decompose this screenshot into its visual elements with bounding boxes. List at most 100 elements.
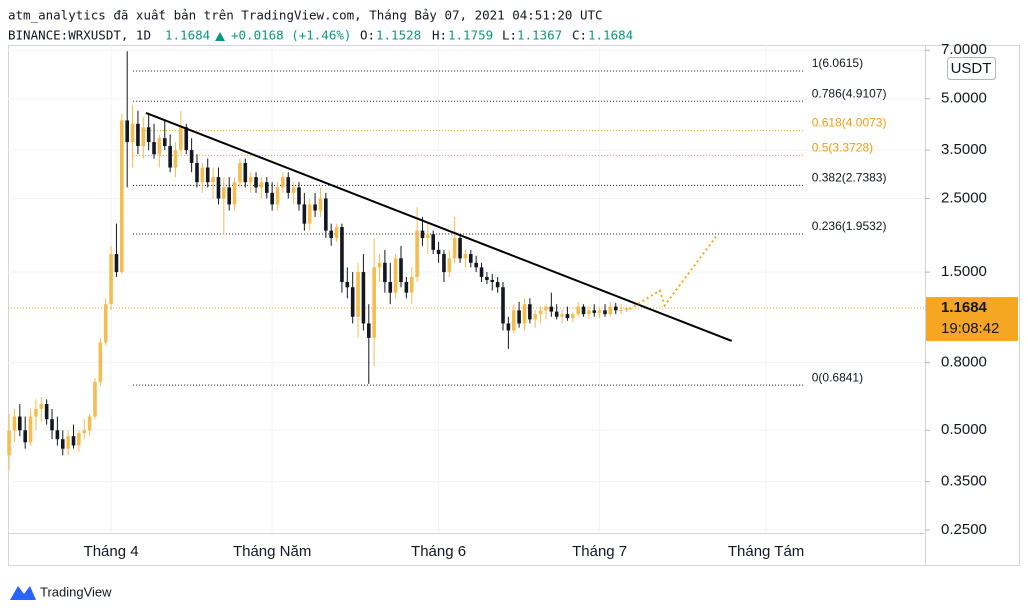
candle-body xyxy=(318,198,323,211)
currency-box xyxy=(947,57,996,80)
candle-body xyxy=(597,310,602,313)
candle-body xyxy=(12,416,17,431)
publisher-line: atm_analytics đã xuất bản trên TradingVi… xyxy=(8,8,603,23)
candle-body xyxy=(345,282,350,288)
close-value: 1.1684 xyxy=(588,28,633,43)
candle-body xyxy=(511,310,516,331)
candle-body xyxy=(146,127,151,143)
candle-body xyxy=(329,230,334,239)
candle-body xyxy=(399,258,403,283)
candle-body xyxy=(324,198,328,231)
change: +0.0168 (+1.46%) xyxy=(231,28,351,43)
candle-body xyxy=(162,138,167,147)
x-tick-label: Tháng Tám xyxy=(728,543,804,560)
candle-body xyxy=(23,430,27,443)
candle-body xyxy=(452,238,457,259)
price-badge xyxy=(926,297,1018,342)
candle-body xyxy=(415,230,419,277)
candle-body xyxy=(565,314,570,319)
currency: USDT xyxy=(951,60,992,77)
y-tick-label: 0.3500 xyxy=(941,473,987,490)
candle-body xyxy=(361,272,366,324)
candle-body xyxy=(130,123,135,143)
candle-body xyxy=(506,323,511,331)
candle-body xyxy=(436,249,441,255)
fib-label: 0.5(3.3728) xyxy=(812,141,873,155)
fib-label: 1(6.0615) xyxy=(812,56,863,70)
candle-body xyxy=(136,123,140,147)
candle-body xyxy=(409,276,414,293)
low-label: L: xyxy=(502,28,517,43)
candle-body xyxy=(603,310,607,315)
plot: 7.0000 5.0000 3.5000 2.5000 1.5000 0.8000 0.50… xyxy=(7,41,1018,560)
candle-body xyxy=(307,204,312,224)
candle-body xyxy=(222,187,226,199)
candle-body xyxy=(377,262,382,268)
open-value: 1.1528 xyxy=(376,28,421,43)
candle-body xyxy=(313,204,317,211)
candle-body xyxy=(125,120,129,143)
y-tick-label: 1.5000 xyxy=(941,263,987,280)
candle-body xyxy=(619,309,623,311)
x-tick-label: Tháng Năm xyxy=(233,543,311,560)
candle-body xyxy=(468,254,473,263)
candle-body xyxy=(356,272,360,317)
candle-body xyxy=(281,177,285,188)
candle-body xyxy=(517,310,521,324)
candle-body xyxy=(495,282,500,288)
footer: TradingView xyxy=(10,584,112,600)
candle-body xyxy=(458,238,462,259)
candle-body xyxy=(232,182,237,205)
fib-label: 0.382(2.7383) xyxy=(812,171,887,185)
candle-body xyxy=(372,267,376,338)
candle-body xyxy=(7,430,11,456)
up-arrow xyxy=(215,32,225,41)
candle-body xyxy=(474,262,478,268)
last-value: 1.1684 xyxy=(165,28,210,43)
candle-body xyxy=(560,314,564,317)
candle-body xyxy=(103,304,108,343)
fib-label: 0.236(1.9532) xyxy=(812,219,887,233)
candle-body xyxy=(184,127,189,151)
candle-body xyxy=(334,227,339,239)
candle-body xyxy=(173,150,178,168)
candle-body xyxy=(168,146,172,168)
candle-body xyxy=(533,314,538,320)
candle-body xyxy=(554,311,559,317)
candle-body xyxy=(28,416,33,443)
y-tick-label: 5.0000 xyxy=(941,90,987,107)
x-tick-label: Tháng 7 xyxy=(572,543,627,560)
candle-body xyxy=(77,433,81,446)
candle-body xyxy=(141,127,146,147)
candle-body xyxy=(114,254,119,273)
candle-body xyxy=(34,408,38,417)
candle-body xyxy=(490,279,495,283)
candle-body xyxy=(200,167,205,183)
candle-body xyxy=(275,187,280,205)
candle-body xyxy=(431,234,436,250)
candle-body xyxy=(420,230,425,239)
candle-body xyxy=(544,306,548,311)
candle-body xyxy=(442,254,446,273)
candle-body xyxy=(528,304,532,320)
candle-body xyxy=(55,430,60,440)
candle-body xyxy=(522,304,527,324)
candle-body xyxy=(120,120,124,273)
x-tick-label: Tháng 6 xyxy=(411,543,466,560)
candle-body xyxy=(50,419,54,431)
candle-body xyxy=(549,306,554,312)
candle-body xyxy=(254,177,258,188)
candle-body xyxy=(152,142,156,155)
y-tick-label: 0.5000 xyxy=(941,421,987,438)
low-value: 1.1367 xyxy=(517,28,562,43)
y-tick-label: 0.8000 xyxy=(941,354,987,371)
candle-body xyxy=(18,416,22,431)
candle-body xyxy=(71,436,76,446)
candle-body xyxy=(259,182,264,188)
candle-body xyxy=(189,150,194,163)
candle-body xyxy=(227,187,231,205)
y-tick-label: 0.2500 xyxy=(941,521,987,538)
candle-body xyxy=(479,267,484,277)
open-label: O: xyxy=(360,28,375,43)
